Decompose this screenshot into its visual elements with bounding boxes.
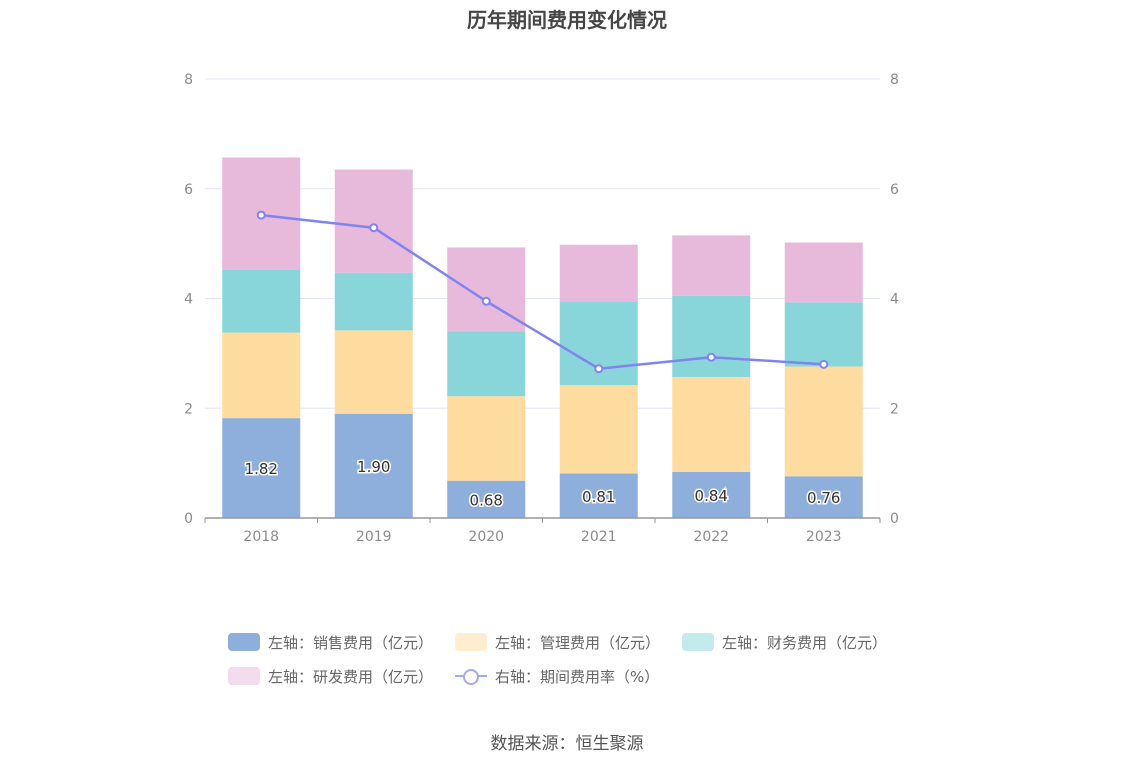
bar-segment: [222, 418, 301, 518]
legend-item[interactable]: 左轴：销售费用（亿元）: [228, 630, 433, 654]
bar-value-label: 0.76: [807, 489, 840, 507]
legend-label: 左轴：销售费用（亿元）: [268, 633, 434, 652]
rate-line-point: [819, 359, 829, 369]
x-tick-label: 2022: [693, 529, 729, 545]
right-y-tick-label: 4: [890, 292, 899, 308]
bar-segment: [672, 235, 751, 296]
legend: 左轴：销售费用（亿元） 左轴：管理费用（亿元） 左轴：财务费用（亿元） 左轴：研发费用…: [228, 630, 928, 698]
x-tick-label: 2023: [806, 529, 842, 545]
legend-label: 左轴：财务费用（亿元）: [722, 633, 888, 652]
bar-segment: [222, 269, 301, 333]
legend-label: 左轴：管理费用（亿元）: [495, 633, 661, 652]
rate-line: [256, 210, 829, 374]
rate-line-path: [261, 213, 824, 370]
bar-segment: [559, 385, 638, 474]
legend-item[interactable]: 左轴：财务费用（亿元）: [682, 630, 887, 654]
bar-value-label: 1.82: [245, 460, 278, 478]
bar-labels: 1.82 1.90 0.68 0.81 0.84 0.76: [243, 456, 842, 510]
bar-segment: [784, 302, 863, 367]
right-y-tick-label: 8: [890, 72, 899, 88]
bar-segment: [559, 244, 638, 302]
right-y-tick-label: 2: [890, 401, 899, 417]
bar-segment: [447, 480, 526, 518]
rate-line-point: [481, 296, 491, 306]
bar-segment: [784, 476, 863, 518]
legend-item[interactable]: 右轴：期间费用率（%）: [455, 664, 659, 688]
bar-segment: [334, 413, 413, 518]
bar-value-label: 0.84: [695, 487, 728, 505]
bar-segment: [784, 366, 863, 477]
rate-line-point: [706, 352, 716, 362]
bar-value-label: 0.81: [582, 488, 615, 506]
legend-label: 左轴：研发费用（亿元）: [268, 667, 434, 686]
bar-segment: [334, 272, 413, 331]
chart-title: 历年期间费用变化情况: [467, 8, 667, 32]
left-y-tick-label: 0: [184, 511, 193, 527]
bar-segment: [784, 242, 863, 303]
left-y-tick-label: 4: [184, 292, 193, 308]
bar-segment: [559, 473, 638, 518]
legend-swatch-icon: [455, 633, 488, 651]
left-y-tick-label: 6: [184, 182, 193, 198]
legend-swatch-icon: [228, 633, 260, 651]
legend-item[interactable]: 左轴：研发费用（亿元）: [228, 664, 433, 688]
legend-swatch-icon: [682, 633, 715, 651]
left-y-tick-label: 2: [184, 401, 193, 417]
legend-label: 右轴：期间费用率（%）: [495, 667, 660, 686]
bar-segment: [334, 169, 413, 273]
bar-segment: [672, 471, 751, 518]
bar-segment: [447, 331, 526, 397]
rate-line-point: [256, 210, 266, 220]
bars: [222, 157, 863, 518]
data-source: 数据来源：恒生聚源: [490, 734, 644, 754]
bar-segment: [222, 332, 301, 419]
rate-line-point: [369, 223, 379, 233]
right-y-tick-label: 6: [890, 182, 899, 198]
bar-value-label: 0.68: [470, 491, 503, 509]
right-y-tick-label: 0: [890, 511, 899, 527]
bar-segment: [447, 396, 526, 481]
rate-line-point: [594, 364, 604, 374]
legend-line-icon: [455, 667, 488, 685]
x-tick-label: 2019: [356, 529, 392, 545]
bar-segment: [672, 295, 751, 377]
axes: 0 2 4 6 8 0 2 4 6 8 2018 2019 2020 2021 2022 2023: [184, 72, 899, 545]
left-y-tick-label: 8: [184, 72, 193, 88]
legend-item[interactable]: 左轴：管理费用（亿元）: [455, 630, 660, 654]
x-tick-label: 2018: [243, 529, 279, 545]
bar-value-label: 1.90: [357, 458, 390, 476]
x-tick-label: 2021: [581, 529, 617, 545]
grid-lines: [205, 78, 880, 409]
legend-swatch-icon: [228, 667, 260, 685]
bar-segment: [672, 376, 751, 472]
bar-segment: [334, 330, 413, 414]
x-tick-label: 2020: [468, 529, 504, 545]
